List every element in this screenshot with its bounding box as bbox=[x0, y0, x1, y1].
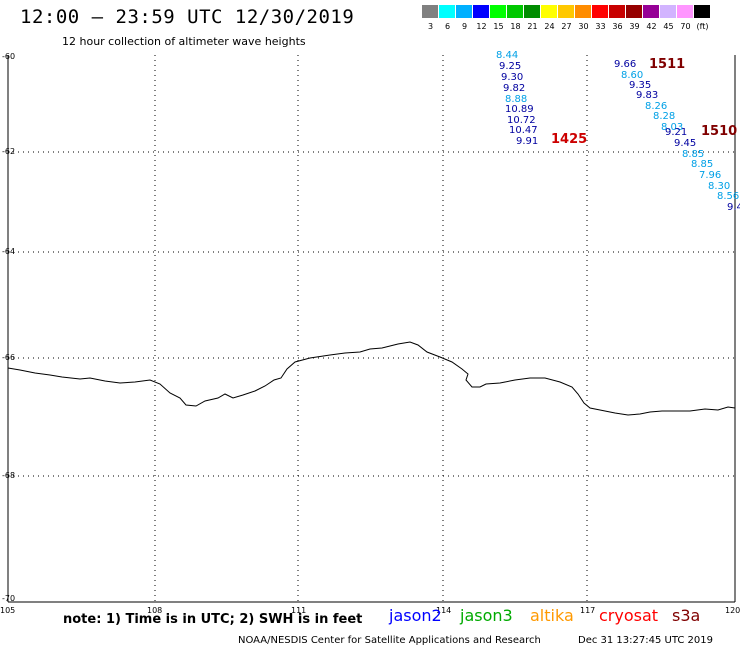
wave-height-value: 9.4 bbox=[727, 202, 740, 213]
credit-text: NOAA/NESDIS Center for Satellite Applica… bbox=[238, 635, 541, 646]
color-swatch bbox=[524, 5, 540, 18]
wave-height-value: 9.35 bbox=[629, 80, 652, 91]
wave-height-value: 8.30 bbox=[708, 181, 731, 192]
color-swatch bbox=[677, 5, 693, 18]
color-swatch bbox=[592, 5, 608, 18]
color-scale-label: 6 bbox=[444, 22, 451, 31]
color-swatch bbox=[541, 5, 557, 18]
color-scale-label: 21 bbox=[527, 22, 538, 31]
color-scale-label: (ft) bbox=[696, 22, 709, 31]
lon-label: 111 bbox=[291, 606, 307, 615]
satellite-legend-item: cryosat bbox=[599, 606, 659, 625]
color-scale-label: 9 bbox=[461, 22, 468, 31]
wave-height-value: 10.72 bbox=[507, 115, 536, 126]
lon-label: 120 bbox=[725, 606, 740, 615]
coastline bbox=[7, 341, 736, 416]
wave-height-value: 10.89 bbox=[505, 104, 534, 115]
color-scale bbox=[422, 5, 711, 18]
wave-height-value: 8.56 bbox=[717, 191, 740, 202]
wave-height-value: 9.21 bbox=[665, 127, 688, 138]
wave-height-value: 9.25 bbox=[499, 61, 522, 72]
lon-label: 108 bbox=[147, 606, 163, 615]
color-scale-label: 45 bbox=[663, 22, 674, 31]
color-swatch bbox=[456, 5, 472, 18]
color-scale-labels: 3 6 9 12 15 18 21 24 27 30 33 36 39 42 45 70 (ft) bbox=[422, 22, 711, 31]
color-swatch bbox=[609, 5, 625, 18]
wave-height-value: 9.91 bbox=[516, 136, 539, 147]
track-label: 1510 bbox=[701, 124, 738, 139]
color-swatch bbox=[507, 5, 523, 18]
lat-label: -62 bbox=[2, 147, 16, 156]
lon-label: 117 bbox=[580, 606, 596, 615]
color-swatch bbox=[490, 5, 506, 18]
page-subtitle: 12 hour collection of altimeter wave hei… bbox=[62, 35, 306, 48]
color-scale-label: 15 bbox=[493, 22, 504, 31]
wave-height-value: 8.44 bbox=[496, 50, 519, 61]
color-swatch bbox=[660, 5, 676, 18]
color-scale-label: 42 bbox=[646, 22, 657, 31]
wave-height-value: 9.30 bbox=[501, 72, 524, 83]
satellite-legend-item: jason3 bbox=[460, 606, 513, 625]
wave-height-value: 9.82 bbox=[503, 83, 526, 94]
lat-label: -70 bbox=[2, 594, 16, 603]
lat-gridlines bbox=[8, 151, 735, 477]
color-scale-label: 24 bbox=[544, 22, 555, 31]
satellite-legend-item: s3a bbox=[672, 606, 701, 625]
wave-height-value: 8.26 bbox=[645, 101, 668, 112]
color-scale-label: 3 bbox=[427, 22, 434, 31]
lat-label: -60 bbox=[2, 52, 16, 61]
lat-label: -64 bbox=[2, 247, 16, 256]
color-scale-label: 27 bbox=[561, 22, 572, 31]
lat-label: -66 bbox=[2, 353, 16, 362]
color-scale-label: 33 bbox=[595, 22, 606, 31]
color-swatch bbox=[558, 5, 574, 18]
lat-label: -68 bbox=[2, 471, 16, 480]
wave-height-value: 9.83 bbox=[636, 90, 659, 101]
timestamp: Dec 31 13:27:45 UTC 2019 bbox=[578, 635, 713, 646]
wave-height-value: 8.03 bbox=[661, 122, 684, 133]
lon-label: 105 bbox=[0, 606, 16, 615]
lon-gridlines bbox=[154, 55, 588, 602]
color-scale-label: 36 bbox=[612, 22, 623, 31]
page-title: 12:00 – 23:59 UTC 12/30/2019 bbox=[20, 6, 355, 28]
color-swatch bbox=[643, 5, 659, 18]
wave-height-value: 8.60 bbox=[621, 70, 644, 81]
color-swatch bbox=[422, 5, 438, 18]
color-swatch bbox=[575, 5, 591, 18]
color-scale-label: 39 bbox=[629, 22, 640, 31]
wave-height-value: 8.88 bbox=[505, 94, 528, 105]
wave-height-value: 8.85 bbox=[691, 159, 714, 170]
color-scale-label: 30 bbox=[578, 22, 589, 31]
lon-label: 114 bbox=[436, 606, 452, 615]
color-swatch bbox=[694, 5, 710, 18]
map-frame bbox=[7, 55, 736, 603]
color-scale-label: 18 bbox=[510, 22, 521, 31]
wave-height-value: 7.96 bbox=[699, 170, 722, 181]
wave-height-value: 8.85 bbox=[682, 149, 705, 160]
footer-note: note: 1) Time is in UTC; 2) SWH is in fe… bbox=[63, 612, 363, 627]
wave-height-value: 8.28 bbox=[653, 111, 676, 122]
color-swatch bbox=[439, 5, 455, 18]
wave-height-value: 9.45 bbox=[674, 138, 697, 149]
color-scale-label: 12 bbox=[476, 22, 487, 31]
wave-height-value: 9.66 bbox=[614, 59, 637, 70]
satellite-legend-item: altika bbox=[530, 606, 574, 625]
color-scale-label: 70 bbox=[680, 22, 691, 31]
color-swatch bbox=[626, 5, 642, 18]
color-swatch bbox=[473, 5, 489, 18]
satellite-legend-item: jason2 bbox=[389, 606, 442, 625]
track-label: 1511 bbox=[649, 57, 686, 72]
track-label: 1425 bbox=[551, 132, 588, 147]
wave-height-value: 10.47 bbox=[509, 125, 538, 136]
